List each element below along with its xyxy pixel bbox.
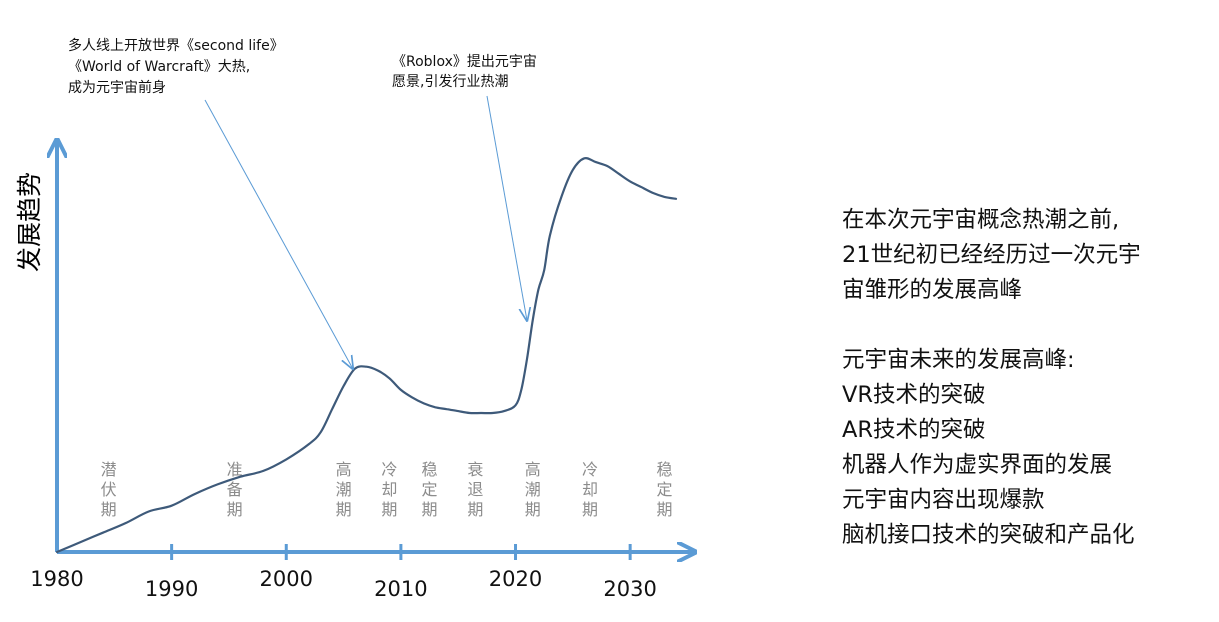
side-line: 21世纪初已经经历过一次元宇	[842, 242, 1141, 268]
phase-label: 冷却期	[582, 460, 598, 519]
phase-label-char: 伏	[101, 480, 117, 499]
phase-label-char: 期	[227, 500, 243, 519]
x-tick-label: 1980	[30, 567, 83, 591]
phase-label-char: 潮	[336, 480, 352, 499]
phase-label-char: 期	[582, 500, 598, 519]
side-line: 宙雏形的发展高峰	[842, 277, 1023, 303]
phase-label: 高潮期	[336, 460, 352, 519]
series-group	[55, 156, 678, 554]
phase-label: 高潮期	[525, 460, 541, 519]
phase-label-char: 冷	[582, 460, 598, 479]
phase-label-char: 期	[657, 500, 673, 519]
annotation-arrow	[486, 95, 527, 320]
phase-label-char: 高	[336, 460, 352, 479]
side-line: 脑机接口技术的突破和产品化	[842, 522, 1135, 548]
annotations: 多人线上开放世界《second life》《World of Warcraft》…	[68, 37, 537, 369]
annotation: 多人线上开放世界《second life》《World of Warcraft》…	[68, 37, 353, 369]
annotation-text: 多人线上开放世界《second life》	[68, 37, 284, 54]
phase-label-char: 潜	[101, 460, 117, 479]
phase-label: 衰退期	[467, 460, 483, 519]
phase-label-char: 期	[422, 500, 438, 519]
side-line: 机器人作为虚实界面的发展	[842, 452, 1113, 478]
annotation-text: 《Roblox》提出元宇宙	[392, 54, 537, 70]
phase-label: 潜伏期	[101, 460, 117, 519]
side-line: VR技术的突破	[842, 382, 986, 408]
phase-label-char: 稳	[422, 460, 438, 479]
side-line: 元宇宙内容出现爆款	[842, 487, 1045, 513]
phase-label-char: 期	[101, 500, 117, 519]
phase-label-char: 期	[467, 500, 483, 519]
x-tick-label: 2030	[603, 577, 656, 601]
phase-label-char: 冷	[381, 460, 397, 479]
side-line: 元宇宙未来的发展高峰:	[842, 347, 1075, 373]
phase-label-char: 却	[381, 480, 397, 499]
x-axis-ticks: 1980 1990 2000 2010 2020 2030	[30, 544, 657, 601]
phase-label-char: 期	[381, 500, 397, 519]
y-axis-label: 发展趋势	[15, 172, 44, 272]
annotation-text: 成为元宇宙前身	[68, 79, 166, 96]
phase-label-char: 定	[422, 480, 438, 499]
x-tick-label: 2000	[260, 567, 313, 591]
side-line: 在本次元宇宙概念热潮之前,	[842, 207, 1120, 233]
phase-label-char: 准	[227, 460, 243, 479]
chart-axes	[57, 140, 695, 552]
phase-label-char: 期	[336, 500, 352, 519]
x-tick-label: 1990	[145, 577, 198, 601]
side-paragraph-1: 在本次元宇宙概念热潮之前, 21世纪初已经经历过一次元宇 宙雏形的发展高峰	[842, 203, 1212, 308]
annotation-text: 愿景,引发行业热潮	[392, 74, 508, 90]
phase-label-char: 定	[657, 480, 673, 499]
phase-label: 稳定期	[657, 460, 673, 519]
annotation-arrow	[204, 99, 353, 369]
side-paragraph-2: 元宇宙未来的发展高峰: VR技术的突破 AR技术的突破 机器人作为虚实界面的发展…	[842, 343, 1212, 553]
x-tick-label: 2010	[374, 577, 427, 601]
phase-label-char: 期	[525, 500, 541, 519]
trend-chart: 1980 1990 2000 2010 2020 2030 潜伏期准备期高潮期冷却期稳定期…	[15, 37, 830, 601]
phase-label-char: 衰	[467, 460, 483, 479]
trend-line	[55, 156, 678, 554]
phase-label-char: 退	[467, 480, 483, 499]
phase-label-char: 潮	[525, 480, 541, 499]
phase-label: 稳定期	[422, 460, 438, 519]
annotation-text: 《World of Warcraft》大热,	[68, 59, 250, 75]
phase-label-char: 高	[525, 460, 541, 479]
phase-label: 准备期	[227, 460, 243, 519]
phase-label-char: 备	[227, 480, 243, 499]
phase-label: 冷却期	[381, 460, 397, 519]
side-text-panel: 在本次元宇宙概念热潮之前, 21世纪初已经经历过一次元宇 宙雏形的发展高峰 元宇…	[842, 203, 1212, 553]
side-line: AR技术的突破	[842, 417, 986, 443]
phase-label-char: 却	[582, 480, 598, 499]
x-tick-label: 2020	[489, 567, 542, 591]
paragraph-gap	[842, 308, 1212, 343]
phase-label-char: 稳	[657, 460, 673, 479]
